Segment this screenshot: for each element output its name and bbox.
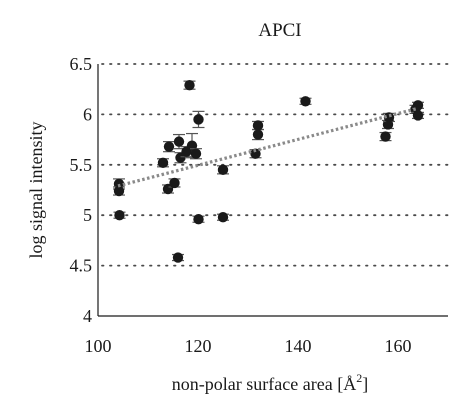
x-tick-label-2: 140 (285, 336, 312, 356)
data-point-2 (113, 210, 126, 221)
data-point-marker (163, 141, 175, 152)
data-point-1 (113, 185, 125, 197)
data-point-21 (299, 96, 312, 107)
y-tick-label-0: 4 (83, 306, 92, 326)
data-point-marker (169, 177, 180, 189)
trendline (117, 106, 419, 188)
x-tick-label-3: 160 (385, 336, 412, 356)
data-point-marker (173, 136, 185, 147)
chart-title: APCI (258, 20, 301, 41)
x-tick-label-1: 120 (185, 336, 212, 356)
data-point-3 (157, 157, 169, 168)
data-point-11 (183, 79, 196, 91)
data-point-marker (184, 79, 195, 91)
data-point-6 (168, 177, 181, 189)
data-point-marker (217, 212, 229, 223)
gridlines (101, 63, 449, 267)
data-point-13 (190, 148, 202, 160)
data-point-marker (113, 185, 125, 197)
y-tick-label-1: 4.5 (70, 256, 93, 276)
x-axis-label-exponent: 2 (356, 371, 362, 385)
data-point-marker (250, 148, 261, 159)
x-axis-label: non-polar surface area [Å2] (172, 371, 368, 394)
x-axis-label-close: ] (362, 374, 368, 394)
data-point-15 (192, 214, 205, 225)
data-point-marker (252, 120, 264, 131)
data-point-19 (252, 128, 264, 141)
data-point-22 (379, 131, 392, 142)
data-point-marker (193, 114, 204, 125)
data-point-marker (412, 110, 424, 121)
data-point-14 (192, 110, 205, 129)
data-point-marker (172, 252, 184, 263)
data-point-5 (163, 141, 175, 153)
x-tick-label-0: 100 (85, 336, 112, 356)
data-point-20 (252, 120, 264, 131)
y-tick-label-4: 6 (83, 104, 92, 124)
data-point-17 (217, 212, 229, 223)
data-point-marker (380, 131, 391, 142)
y-tick-label-5: 6.5 (70, 54, 93, 74)
data-point-marker (383, 112, 395, 123)
data-point-27 (412, 110, 424, 121)
y-axis-label: log signal intensity (26, 122, 46, 259)
data-point-24 (383, 112, 395, 123)
data-point-7 (172, 252, 184, 263)
data-point-marker (190, 148, 202, 159)
data-point-marker (300, 96, 311, 107)
data-point-marker (157, 157, 169, 168)
y-tick-label-2: 5 (83, 205, 92, 225)
y-tick-label-3: 5.5 (70, 155, 93, 175)
data-point-marker (217, 164, 229, 176)
x-tick-labels: 100 120 140 160 (85, 336, 412, 356)
data-point-marker (193, 214, 204, 225)
data-point-marker (114, 210, 125, 221)
data-point-16 (217, 164, 229, 176)
data-points (113, 79, 424, 263)
y-tick-labels: 4 4.5 5 5.5 6 6.5 (70, 54, 93, 326)
data-point-8 (173, 133, 185, 150)
data-point-marker (252, 129, 264, 140)
x-axis-label-text: non-polar surface area [Å (172, 374, 356, 394)
